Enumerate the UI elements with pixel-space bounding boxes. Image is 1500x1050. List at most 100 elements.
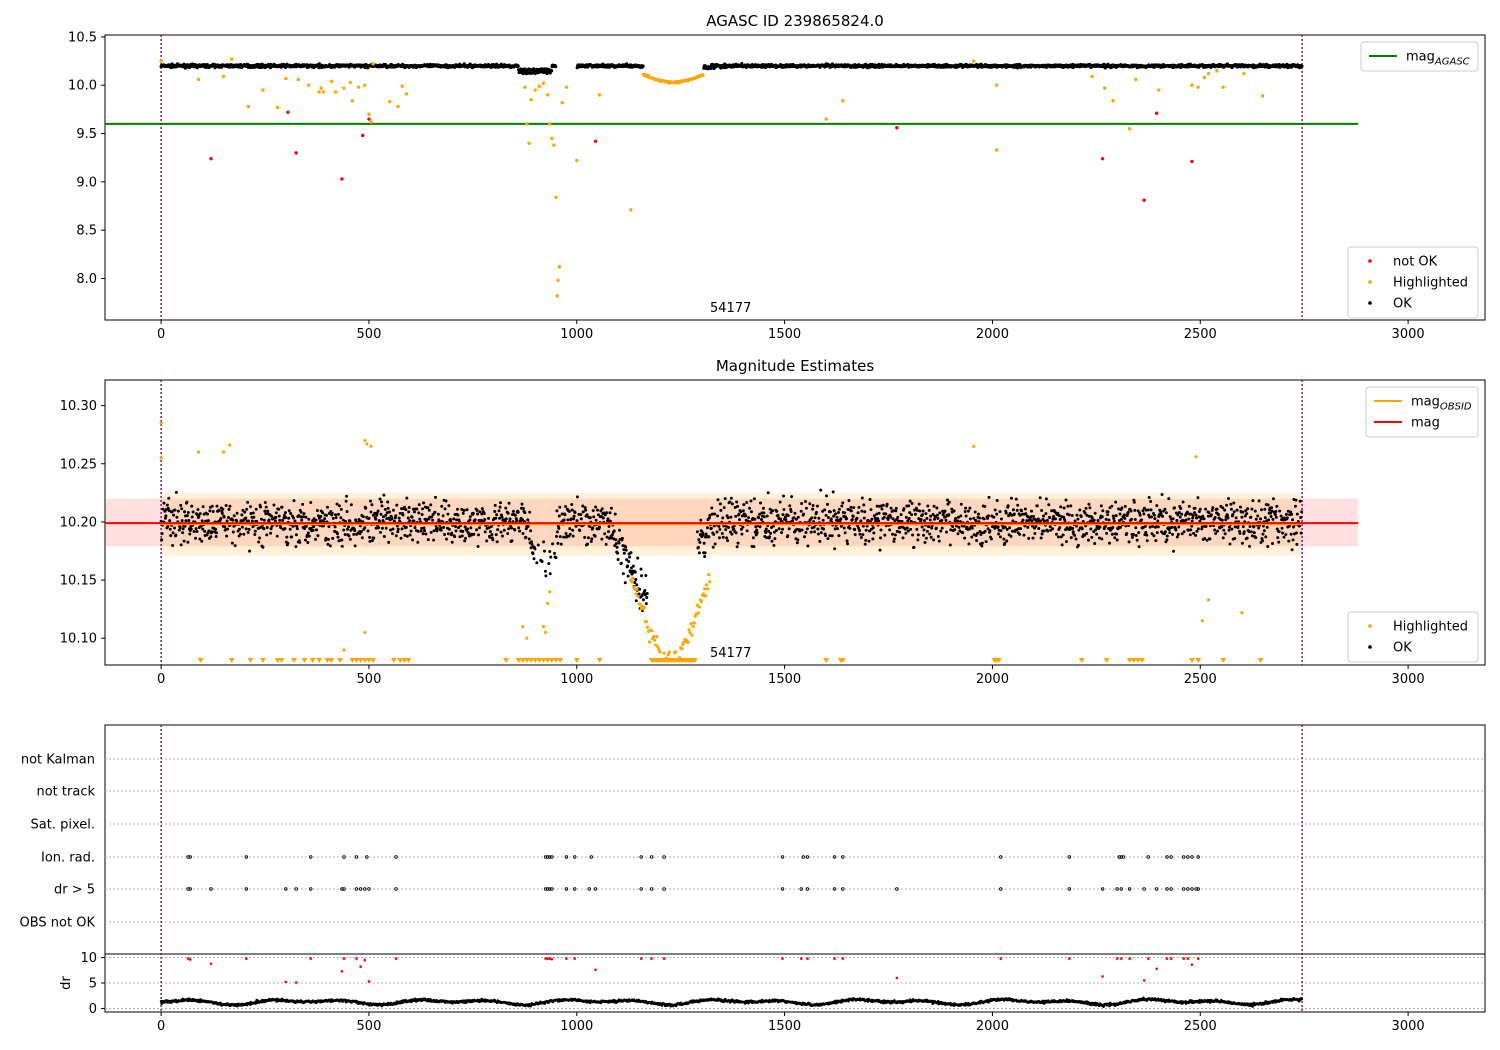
ok-point: [1170, 525, 1174, 529]
ok-point: [422, 501, 426, 505]
ok-point: [353, 544, 357, 548]
ok-point: [175, 515, 179, 519]
ok-point: [579, 517, 583, 521]
ok-point: [411, 538, 415, 542]
highlighted-point: [642, 605, 646, 610]
ok-point: [219, 517, 223, 521]
ok-point: [804, 506, 808, 510]
ok-point: [819, 488, 823, 492]
ok-point: [1066, 504, 1070, 508]
ok-point: [1034, 524, 1038, 528]
ok-point: [353, 529, 357, 533]
highlighted-point: [261, 88, 265, 92]
ok-point: [741, 525, 745, 529]
ok-point: [936, 534, 940, 538]
ok-point: [734, 531, 738, 535]
ok-point: [179, 543, 183, 547]
ok-point: [195, 529, 199, 533]
ok-point: [995, 512, 999, 516]
ok-point: [805, 527, 809, 531]
ok-point: [953, 528, 957, 532]
ok-point: [477, 526, 481, 530]
ok-point: [618, 528, 622, 532]
ok-point: [973, 510, 977, 514]
ok-point: [717, 536, 721, 540]
ok-point: [1040, 532, 1044, 536]
ok-point: [194, 527, 198, 531]
ok-point: [168, 519, 172, 523]
ok-point: [1265, 525, 1269, 529]
ok-point: [1253, 509, 1257, 513]
ok-point: [776, 514, 780, 518]
ok-point: [636, 556, 640, 560]
ok-point: [935, 513, 939, 517]
ok-point: [447, 527, 451, 531]
ok-point: [1085, 531, 1089, 535]
ok-point: [1233, 536, 1237, 540]
ok-point: [429, 530, 433, 534]
ok-point: [984, 540, 988, 544]
highlighted-point: [350, 98, 355, 103]
ok-point: [860, 496, 864, 500]
ok-point: [1249, 530, 1253, 534]
ok-point: [748, 506, 752, 510]
ok-point: [967, 542, 971, 546]
ok-point: [517, 526, 521, 530]
ok-point: [247, 519, 251, 523]
highlighted-point: [556, 278, 560, 283]
ok-point: [613, 512, 617, 516]
ok-point: [857, 526, 861, 530]
ok-point: [348, 537, 352, 541]
ok-point: [633, 580, 637, 584]
ok-point: [777, 527, 781, 531]
ok-point: [1280, 526, 1284, 530]
ok-point: [893, 533, 897, 537]
ok-point: [809, 530, 813, 534]
ok-point: [265, 525, 269, 529]
highlighted-point: [275, 105, 280, 110]
ok-point: [172, 526, 176, 530]
ok-point: [298, 540, 302, 544]
ok-point: [444, 537, 448, 541]
ok-point: [386, 506, 390, 510]
ok-point: [952, 509, 956, 513]
ok-point: [494, 516, 498, 520]
ok-point: [340, 538, 344, 542]
ok-point: [1100, 515, 1104, 519]
ok-point: [824, 534, 828, 538]
ok-point: [825, 494, 829, 498]
ok-point: [796, 538, 800, 542]
ok-point: [837, 534, 841, 538]
ok-point: [718, 502, 722, 506]
ok-point: [879, 536, 883, 540]
ok-point: [834, 512, 838, 516]
ok-point: [966, 509, 970, 513]
ok-point: [998, 510, 1002, 514]
ok-point: [1295, 512, 1299, 516]
ok-point: [1213, 516, 1217, 520]
ok-point: [1164, 511, 1168, 515]
highlighted-point: [333, 90, 338, 94]
ok-point: [441, 514, 445, 518]
ok-point: [745, 529, 749, 533]
ok-point: [571, 534, 575, 538]
ok-point: [832, 509, 836, 513]
x-tick-label: 0: [157, 672, 165, 687]
ok-point: [956, 532, 960, 536]
highlighted-point: [649, 629, 654, 633]
ok-point: [408, 519, 412, 523]
ok-point: [1227, 528, 1231, 532]
highlighted-point: [555, 294, 559, 298]
ok-point: [1106, 510, 1110, 514]
ok-point: [1144, 530, 1148, 534]
ok-point: [735, 500, 739, 504]
highlighted-point: [697, 605, 701, 609]
ok-point: [508, 517, 512, 521]
ok-point: [306, 531, 310, 535]
ok-point: [1129, 517, 1133, 521]
ok-point: [504, 517, 508, 521]
ok-point: [1062, 506, 1066, 510]
ok-point: [263, 500, 267, 504]
highlighted-point: [388, 99, 392, 104]
ok-point: [462, 508, 466, 512]
